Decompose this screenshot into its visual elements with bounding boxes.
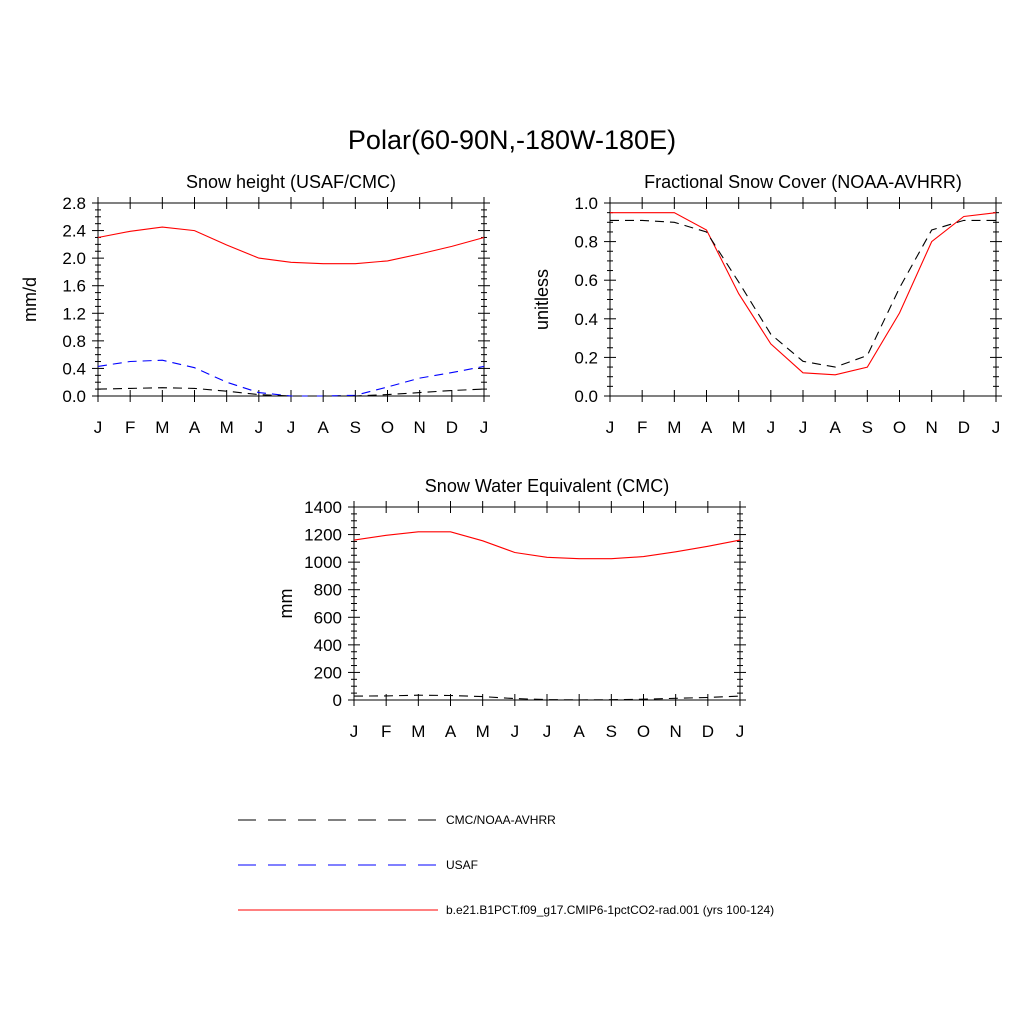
y-tick-label: 0.8 [62, 332, 86, 351]
x-tick-label: S [350, 418, 361, 437]
series-line-cmc-noaa [610, 219, 996, 368]
x-tick-label: J [480, 418, 489, 437]
x-tick-label: D [446, 418, 458, 437]
x-tick-label: J [287, 418, 296, 437]
y-tick-label: 1000 [304, 553, 342, 572]
y-tick-label: 1.0 [574, 194, 598, 213]
x-tick-label: F [637, 418, 647, 437]
panel-3: Snow Water Equivalent (CMC) mm 0 200 400 600 8… [276, 476, 746, 741]
x-tick-label: J [799, 418, 808, 437]
x-tick-label: S [862, 418, 873, 437]
y-axis-label: mm [276, 589, 296, 619]
x-tick-label: A [445, 722, 457, 741]
y-tick-label: 0 [333, 691, 342, 710]
legend-item: USAF [238, 858, 478, 872]
x-tick-label: J [543, 722, 552, 741]
x-tick-label: A [701, 418, 713, 437]
panel-title: Snow height (USAF/CMC) [186, 172, 396, 192]
x-tick-label: J [511, 722, 520, 741]
y-tick-label: 800 [314, 581, 342, 600]
x-tick-label: A [829, 418, 841, 437]
x-tick-label: A [317, 418, 329, 437]
x-tick-label: J [767, 418, 776, 437]
x-tick-label: J [606, 418, 615, 437]
x-tick-label: M [155, 418, 169, 437]
x-tick-label: F [125, 418, 135, 437]
y-tick-label: 2.4 [62, 222, 86, 241]
x-tick-label: J [992, 418, 1001, 437]
x-tick-label: M [411, 722, 425, 741]
figure-title: Polar(60-90N,-180W-180E) [348, 125, 676, 155]
x-tick-label: M [732, 418, 746, 437]
series-line-cmc-noaa [97, 387, 485, 397]
y-axis-label: mm/d [20, 277, 40, 322]
y-tick-label: 200 [314, 663, 342, 682]
y-tick-label: 0.6 [574, 271, 598, 290]
x-tick-label: N [670, 722, 682, 741]
y-tick-label: 2.8 [62, 194, 86, 213]
y-axis-label: unitless [532, 269, 552, 330]
legend-label: CMC/NOAA-AVHRR [446, 813, 556, 827]
series-line-model [610, 212, 997, 376]
x-tick-label: M [220, 418, 234, 437]
legend-label: b.e21.B1PCT.f09_g17.CMIP6-1pctCO2-rad.00… [446, 903, 774, 917]
x-tick-label: O [637, 722, 650, 741]
x-tick-label: A [189, 418, 201, 437]
x-tick-label: J [94, 418, 103, 437]
x-tick-label: M [476, 722, 490, 741]
y-tick-label: 1.6 [62, 277, 86, 296]
x-tick-label: N [414, 418, 426, 437]
y-tick-label: 1.2 [62, 304, 86, 323]
y-tick-label: 0.2 [574, 348, 598, 367]
y-tick-label: 2.0 [62, 249, 86, 268]
x-tick-label: A [573, 722, 585, 741]
x-tick-label: J [350, 722, 359, 741]
y-tick-label: 0.4 [62, 359, 86, 378]
panel-1: Snow height (USAF/CMC) mm/d 0.0 0.4 0.8 1.2 1.… [20, 172, 490, 437]
x-tick-label: O [893, 418, 906, 437]
legend-label: USAF [446, 858, 478, 872]
plot-frame [609, 202, 997, 397]
y-tick-label: 400 [314, 636, 342, 655]
y-tick-label: 0.8 [574, 233, 598, 252]
series-line-model [353, 531, 741, 560]
x-tick-label: J [736, 722, 745, 741]
y-tick-label: 0.4 [574, 310, 598, 329]
legend: CMC/NOAA-AVHRR USAF b.e21.B1PCT.f09_g17.CM… [238, 813, 774, 917]
series-line-model [97, 226, 485, 265]
x-tick-label: D [702, 722, 714, 741]
x-tick-label: M [667, 418, 681, 437]
y-tick-label: 0.0 [62, 387, 86, 406]
legend-item: CMC/NOAA-AVHRR [238, 813, 556, 827]
y-tick-label: 1200 [304, 526, 342, 545]
x-tick-label: J [255, 418, 264, 437]
x-tick-label: D [958, 418, 970, 437]
series-line-usaf [97, 359, 485, 397]
x-tick-label: F [381, 722, 391, 741]
series-line-cmc-noaa [353, 694, 741, 701]
panel-2: Fractional Snow Cover (NOAA-AVHRR) unitle… [532, 172, 1002, 437]
y-tick-label: 600 [314, 608, 342, 627]
x-tick-label: S [606, 722, 617, 741]
panels: Snow height (USAF/CMC) mm/d 0.0 0.4 0.8 1.2 1.… [20, 172, 1002, 741]
x-tick-label: O [381, 418, 394, 437]
plot-frame [97, 202, 485, 397]
panel-title: Snow Water Equivalent (CMC) [425, 476, 669, 496]
y-tick-label: 0.0 [574, 387, 598, 406]
x-tick-label: N [926, 418, 938, 437]
y-tick-label: 1400 [304, 498, 342, 517]
panel-title: Fractional Snow Cover (NOAA-AVHRR) [644, 172, 962, 192]
legend-item: b.e21.B1PCT.f09_g17.CMIP6-1pctCO2-rad.00… [238, 903, 774, 917]
plot-frame [353, 506, 741, 701]
